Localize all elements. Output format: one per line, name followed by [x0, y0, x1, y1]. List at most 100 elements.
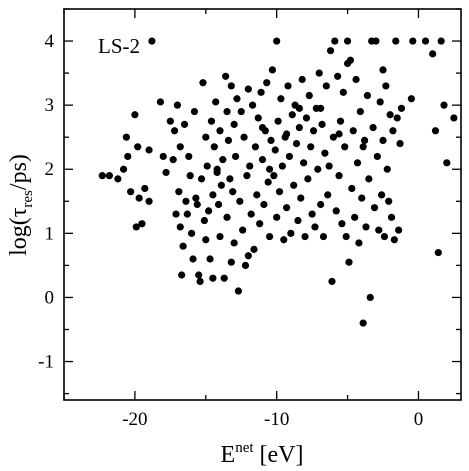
- data-point: [258, 156, 267, 164]
- data-point: [366, 293, 374, 302]
- y-axis-title: log(τres/ps): [6, 154, 36, 256]
- data-point: [285, 152, 294, 161]
- data-point: [317, 200, 325, 209]
- data-point: [287, 229, 295, 237]
- data-point: [273, 37, 281, 45]
- data-point: [292, 140, 301, 148]
- data-point: [294, 216, 302, 225]
- x-axis-title: Enet [eV]: [221, 440, 304, 468]
- data-point: [220, 274, 228, 282]
- data-point: [329, 133, 337, 141]
- data-point: [302, 114, 311, 122]
- y-axis-title-prefix: log(τ: [6, 207, 32, 256]
- axis-ticks: [63, 8, 461, 400]
- data-point: [234, 287, 242, 295]
- data-point: [380, 232, 389, 241]
- data-point: [392, 37, 400, 45]
- data-point: [188, 229, 196, 237]
- data-point: [199, 79, 207, 87]
- data-point: [131, 111, 139, 119]
- data-point: [247, 210, 255, 218]
- data-point: [231, 152, 240, 161]
- data-point: [180, 120, 189, 128]
- data-point: [331, 37, 339, 45]
- y-tick-label: 4: [45, 31, 55, 52]
- data-point: [397, 104, 406, 112]
- data-point: [317, 104, 325, 112]
- data-point: [190, 107, 199, 116]
- data-point: [254, 114, 262, 122]
- data-point: [275, 188, 284, 196]
- data-point: [203, 162, 211, 170]
- data-point: [301, 232, 309, 241]
- data-point: [178, 271, 186, 279]
- data-point: [314, 165, 322, 173]
- data-point: [172, 210, 180, 218]
- data-point: [309, 127, 318, 135]
- data-point: [156, 98, 165, 106]
- data-point: [385, 197, 393, 205]
- data-point: [217, 181, 225, 189]
- data-point: [349, 127, 357, 135]
- x-axis-title-superscript: net: [235, 440, 254, 456]
- data-point: [311, 223, 319, 231]
- data-point: [226, 175, 234, 183]
- data-point: [378, 191, 386, 199]
- data-point: [253, 191, 261, 199]
- data-point: [369, 123, 377, 132]
- x-axis-title-base: E: [221, 442, 236, 468]
- data-point: [169, 156, 177, 164]
- data-point: [353, 159, 362, 167]
- x-axis-title-suffix: [eV]: [254, 442, 304, 468]
- data-point: [251, 143, 260, 151]
- data-point: [383, 165, 391, 173]
- data-point: [396, 140, 404, 148]
- data-point: [212, 98, 220, 106]
- data-point: [196, 277, 204, 286]
- data-point: [324, 191, 332, 199]
- data-point: [375, 226, 383, 234]
- data-point: [223, 213, 231, 221]
- data-point: [124, 152, 132, 161]
- data-point: [233, 95, 241, 103]
- data-point: [283, 130, 291, 138]
- data-point: [365, 175, 373, 183]
- data-point: [319, 232, 328, 241]
- data-point: [390, 236, 398, 244]
- data-point: [407, 95, 415, 103]
- data-point: [135, 194, 143, 202]
- data-point: [114, 175, 122, 183]
- data-point: [334, 72, 342, 80]
- data-point: [244, 85, 252, 93]
- data-point: [241, 261, 250, 269]
- data-point: [304, 175, 312, 183]
- data-point: [258, 123, 267, 132]
- data-point: [230, 239, 238, 247]
- data-point: [352, 75, 360, 84]
- data-point: [264, 178, 272, 186]
- data-point: [206, 255, 214, 263]
- data-point: [305, 91, 313, 100]
- data-point: [288, 111, 296, 119]
- data-point: [195, 271, 203, 279]
- data-point: [395, 226, 403, 234]
- data-point: [246, 162, 254, 170]
- data-point: [273, 213, 281, 221]
- x-tick-label: -10: [264, 409, 289, 430]
- data-point: [372, 37, 380, 45]
- data-point: [202, 133, 210, 141]
- data-point: [159, 152, 167, 161]
- data-point: [162, 168, 170, 177]
- data-point: [393, 114, 401, 122]
- data-point: [335, 130, 343, 138]
- data-point: [244, 252, 252, 260]
- data-point: [434, 248, 442, 257]
- data-point: [342, 232, 350, 241]
- data-point: [183, 210, 191, 218]
- data-point: [431, 127, 440, 135]
- data-point: [209, 191, 217, 199]
- data-point: [295, 104, 303, 112]
- data-point: [138, 220, 146, 228]
